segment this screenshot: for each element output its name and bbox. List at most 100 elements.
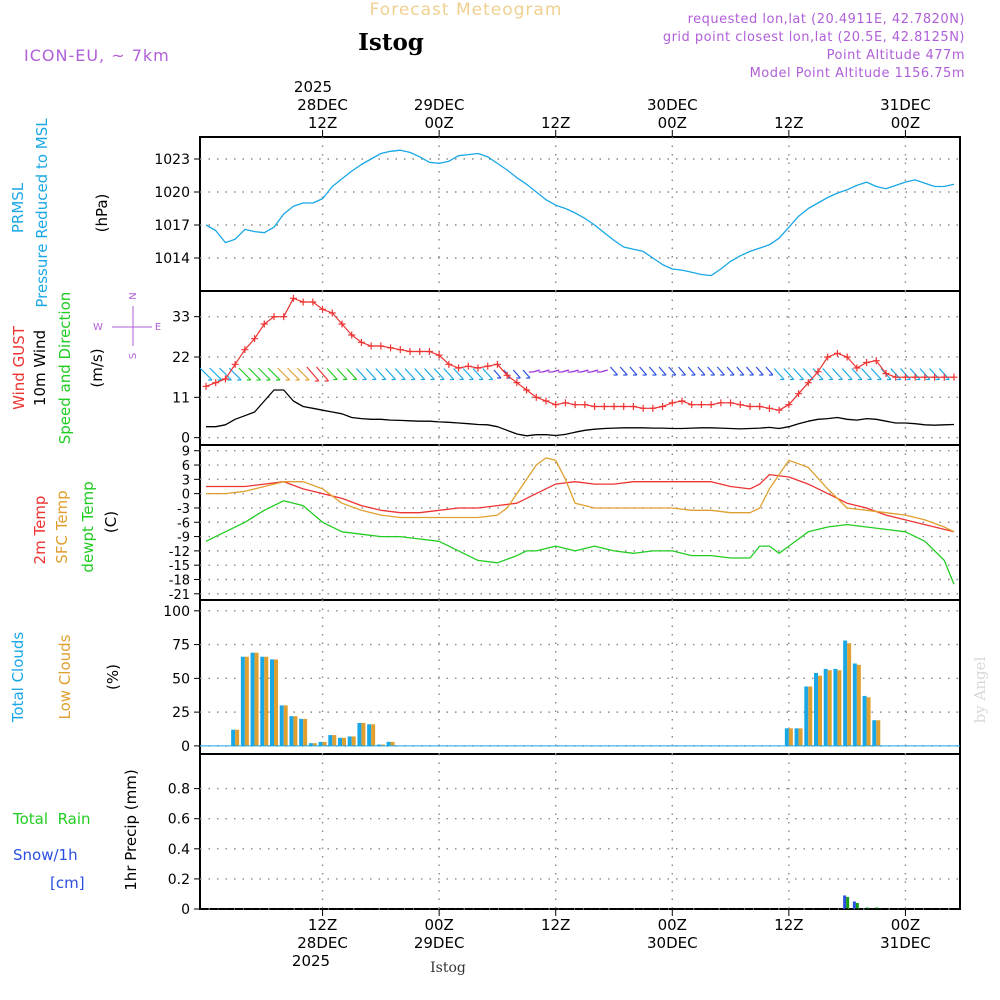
gust-marker <box>659 403 667 410</box>
bottom-station-label: Istog <box>430 960 466 976</box>
total-cloud-bar <box>784 728 789 746</box>
total-cloud-bar <box>833 668 838 746</box>
gust-marker <box>882 370 890 377</box>
gust-marker <box>260 320 268 328</box>
gust-marker <box>814 368 822 376</box>
temp-ytick-label: -6 <box>177 516 190 531</box>
wind-10m-label: 10m Wind <box>31 330 49 406</box>
gust-marker <box>406 348 414 355</box>
gust-marker <box>901 373 909 381</box>
total-cloud-bar <box>814 672 818 746</box>
wind-direction-arrow <box>822 368 834 380</box>
wind-direction-arrow <box>277 367 291 381</box>
wind-direction-arrow <box>326 368 338 380</box>
wind-direction-arrow <box>802 368 814 380</box>
gust-marker <box>921 373 929 381</box>
bottom-time-label: 00Z <box>424 916 453 934</box>
bottom-time-label: 12Z <box>774 916 803 934</box>
wind-direction-arrow <box>552 369 560 373</box>
gust-marker <box>911 373 919 381</box>
wind-direction-arrow <box>736 366 745 376</box>
total-cloud-bar <box>376 744 381 746</box>
wind-direction-arrow <box>726 366 735 376</box>
gust-marker <box>824 353 832 361</box>
wind-direction-arrow <box>267 367 281 381</box>
clouds-ytick-label: 50 <box>172 671 190 687</box>
wind-direction-arrow <box>472 368 484 380</box>
total-cloud-bar <box>240 656 245 746</box>
gust-marker <box>503 371 511 379</box>
gust-marker <box>804 379 812 387</box>
wind-direction-arrow <box>423 368 435 380</box>
bottom-time-label: 12Z <box>308 916 337 934</box>
wind-gust-label: Wind GUST <box>10 325 28 410</box>
wind-10m-line <box>206 389 955 437</box>
gust-marker <box>600 403 608 410</box>
wind-direction-arrow <box>793 368 805 380</box>
low-cloud-bar <box>254 652 259 746</box>
gust-marker <box>668 399 676 407</box>
gust-marker <box>270 313 278 321</box>
wind-direction-arrow <box>851 368 863 380</box>
top-time-label: 12Z <box>774 114 803 132</box>
wind-direction-arrow <box>433 368 445 380</box>
gust-marker <box>561 399 569 407</box>
snow-bar <box>852 901 856 909</box>
low-cloud-bar <box>866 697 871 746</box>
temp-ytick-label: 3 <box>182 473 190 488</box>
compass-rose: N W E S <box>93 292 161 359</box>
gust-marker <box>416 348 424 355</box>
low-cloud-bar <box>371 724 376 746</box>
wind-direction-arrow <box>462 368 474 380</box>
gust-marker <box>717 399 725 407</box>
temp-dewpt-line <box>205 500 955 585</box>
low-clouds-label: Low Clouds <box>56 634 74 719</box>
low-cloud-bar <box>798 728 803 746</box>
gust-marker <box>688 401 696 409</box>
wind-direction-arrow <box>707 366 716 376</box>
gust-marker <box>523 386 531 394</box>
total-cloud-bar <box>823 668 828 746</box>
point-altitude: Point Altitude 477m <box>827 48 965 63</box>
wind-direction-arrow <box>755 366 764 376</box>
gust-marker <box>863 359 871 366</box>
top-time-label: 00Z <box>658 114 687 132</box>
wind-direction-arrow <box>287 367 300 381</box>
total-cloud-bar <box>386 741 391 746</box>
bottom-day-label: 28DEC <box>297 934 348 952</box>
pressure-msl-label: Pressure Reduced to MSL <box>33 118 51 308</box>
total-cloud-bar <box>289 716 294 746</box>
gust-marker <box>620 403 628 410</box>
total-cloud-bar <box>794 728 799 746</box>
gust-marker <box>707 401 715 409</box>
gust-marker <box>775 406 783 414</box>
low-cloud-bar <box>808 686 813 746</box>
wind-direction-arrow <box>346 368 358 380</box>
gust-marker <box>610 403 618 410</box>
rain-bar <box>846 896 850 909</box>
temp-sfc-label: SFC Temp <box>53 490 71 563</box>
total-cloud-bar <box>308 743 313 746</box>
wind-direction-arrow <box>542 369 550 373</box>
compass-north: N <box>128 292 139 299</box>
total-cloud-bar <box>872 720 877 746</box>
wind-direction-arrow <box>639 366 648 376</box>
wind-direction-arrow <box>746 366 754 376</box>
wind-direction-arrow <box>238 367 252 381</box>
precip-unit-label: 1hr Precip (mm) <box>122 769 140 890</box>
clouds-ytick-label: 0 <box>181 739 190 755</box>
gust-marker <box>892 373 900 381</box>
wind-direction-arrow <box>512 369 521 379</box>
wind-ytick-label: 33 <box>172 310 190 326</box>
gust-marker <box>289 294 297 302</box>
top-time-label: 12Z <box>541 114 570 132</box>
wind-direction-arrow <box>443 368 455 380</box>
gust-marker <box>639 404 647 412</box>
low-cloud-bar <box>351 736 356 746</box>
pressure-ytick-label: 1023 <box>154 152 190 168</box>
low-cloud-bar <box>293 716 298 746</box>
top-day-label: 30DEC <box>647 96 698 114</box>
total-cloud-bar <box>231 729 236 746</box>
total-cloud-bar <box>260 656 265 746</box>
wind-direction-arrow <box>493 369 502 379</box>
